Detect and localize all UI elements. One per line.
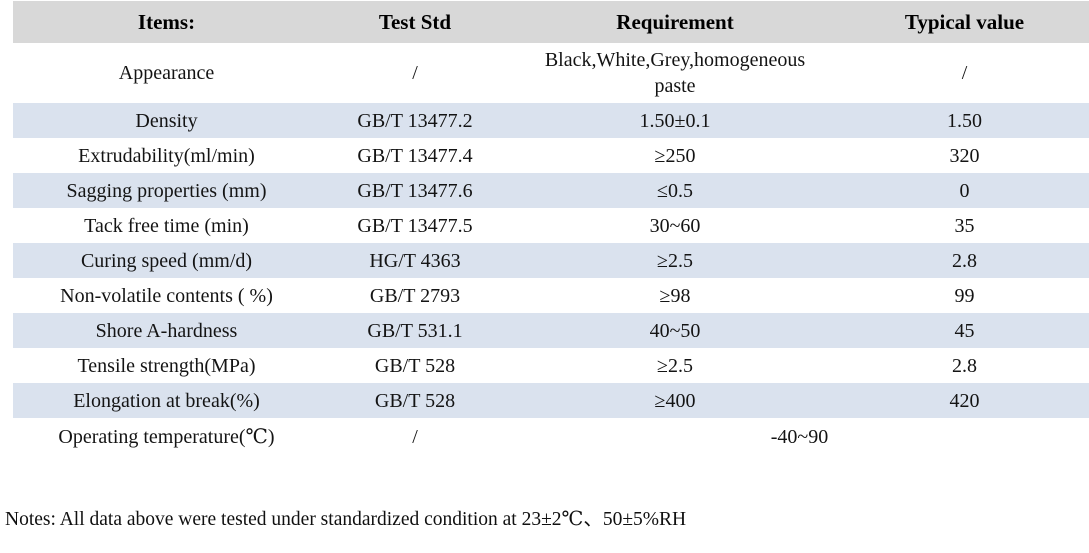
item-cell: Tack free time (min) bbox=[13, 208, 320, 243]
table-row: Curing speed (mm/d) HG/T 4363 ≥2.5 2.8 bbox=[13, 243, 1089, 278]
typical-value-cell: 0 bbox=[840, 173, 1089, 208]
requirement-cell: ≤0.5 bbox=[510, 173, 840, 208]
table-row: Sagging properties (mm) GB/T 13477.6 ≤0.… bbox=[13, 173, 1089, 208]
requirement-cell: 30~60 bbox=[510, 208, 840, 243]
item-cell: Curing speed (mm/d) bbox=[13, 243, 320, 278]
table-row: Tack free time (min) GB/T 13477.5 30~60 … bbox=[13, 208, 1089, 243]
table-row: Density GB/T 13477.2 1.50±0.1 1.50 bbox=[13, 103, 1089, 138]
item-cell: Non-volatile contents ( %) bbox=[13, 278, 320, 313]
notes-text: Notes: All data above were tested under … bbox=[5, 509, 687, 530]
item-cell: Operating temperature(℃) bbox=[13, 418, 320, 456]
column-header-requirement: Requirement bbox=[510, 1, 840, 43]
item-cell: Extrudability(ml/min) bbox=[13, 138, 320, 173]
table-header-row: Items: Test Std Requirement Typical valu… bbox=[13, 1, 1089, 43]
column-header-typical-value: Typical value bbox=[840, 1, 1089, 43]
test-std-cell: GB/T 531.1 bbox=[320, 313, 510, 348]
requirement-cell: Black,White,Grey,homogeneous paste bbox=[510, 43, 840, 103]
typical-value-cell: 320 bbox=[840, 138, 1089, 173]
item-cell: Appearance bbox=[13, 43, 320, 103]
item-cell: Tensile strength(MPa) bbox=[13, 348, 320, 383]
typical-value-cell: 99 bbox=[840, 278, 1089, 313]
item-cell: Density bbox=[13, 103, 320, 138]
table-row: Tensile strength(MPa) GB/T 528 ≥2.5 2.8 bbox=[13, 348, 1089, 383]
test-std-cell: / bbox=[320, 43, 510, 103]
requirement-cell: ≥250 bbox=[510, 138, 840, 173]
requirement-cell: 40~50 bbox=[510, 313, 840, 348]
test-std-cell: GB/T 13477.6 bbox=[320, 173, 510, 208]
typical-value-cell: 2.8 bbox=[840, 348, 1089, 383]
typical-value-cell: 2.8 bbox=[840, 243, 1089, 278]
column-header-test-std: Test Std bbox=[320, 1, 510, 43]
typical-value-cell: / bbox=[840, 43, 1089, 103]
test-std-cell: GB/T 2793 bbox=[320, 278, 510, 313]
test-std-cell: GB/T 528 bbox=[320, 348, 510, 383]
test-std-cell: GB/T 13477.5 bbox=[320, 208, 510, 243]
typical-value-cell: 45 bbox=[840, 313, 1089, 348]
requirement-cell: ≥2.5 bbox=[510, 348, 840, 383]
item-cell: Elongation at break(%) bbox=[13, 383, 320, 418]
requirement-text: Black,White,Grey,homogeneous paste bbox=[544, 49, 806, 97]
table-row: Non-volatile contents ( %) GB/T 2793 ≥98… bbox=[13, 278, 1089, 313]
item-cell: Shore A-hardness bbox=[13, 313, 320, 348]
requirement-cell: ≥400 bbox=[510, 383, 840, 418]
table-row: Shore A-hardness GB/T 531.1 40~50 45 bbox=[13, 313, 1089, 348]
table-row: Extrudability(ml/min) GB/T 13477.4 ≥250 … bbox=[13, 138, 1089, 173]
test-std-cell: GB/T 13477.2 bbox=[320, 103, 510, 138]
item-cell: Sagging properties (mm) bbox=[13, 173, 320, 208]
test-std-cell: GB/T 528 bbox=[320, 383, 510, 418]
typical-value-cell: 1.50 bbox=[840, 103, 1089, 138]
table-row: Elongation at break(%) GB/T 528 ≥400 420 bbox=[13, 383, 1089, 418]
test-std-cell: GB/T 13477.4 bbox=[320, 138, 510, 173]
requirement-cell-merged: -40~90 bbox=[510, 418, 1089, 456]
requirement-cell: ≥98 bbox=[510, 278, 840, 313]
typical-value-cell: 420 bbox=[840, 383, 1089, 418]
table-row: Appearance / Black,White,Grey,homogeneou… bbox=[13, 43, 1089, 103]
spec-table: Items: Test Std Requirement Typical valu… bbox=[13, 1, 1089, 456]
column-header-items: Items: bbox=[13, 1, 320, 43]
test-std-cell: HG/T 4363 bbox=[320, 243, 510, 278]
table-row: Operating temperature(℃) / -40~90 bbox=[13, 418, 1089, 456]
test-std-cell: / bbox=[320, 418, 510, 456]
typical-value-cell: 35 bbox=[840, 208, 1089, 243]
requirement-cell: ≥2.5 bbox=[510, 243, 840, 278]
requirement-cell: 1.50±0.1 bbox=[510, 103, 840, 138]
